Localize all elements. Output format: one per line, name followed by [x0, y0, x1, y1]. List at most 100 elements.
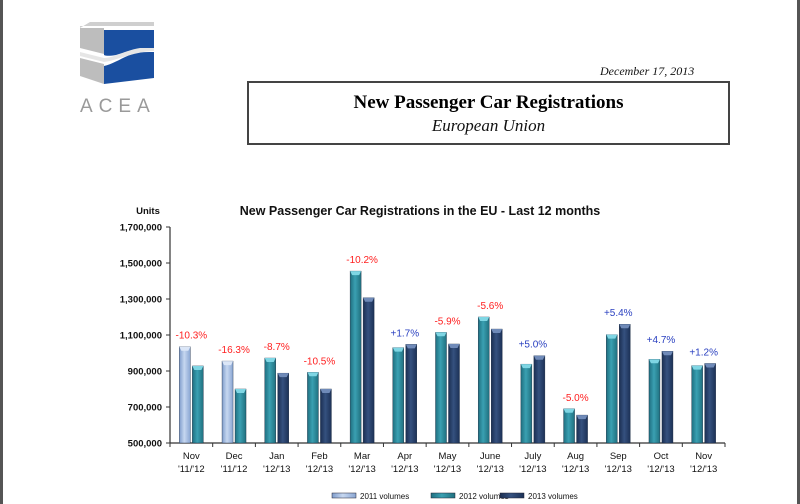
bar-2013 — [490, 328, 503, 444]
bar-cap-2012 — [648, 359, 660, 364]
legend-swatch-2011 — [331, 492, 357, 499]
bar-2012 — [234, 388, 247, 444]
bar-cap-2013 — [448, 344, 460, 348]
bar-2012 — [264, 357, 276, 444]
bar-cap-2012 — [350, 271, 362, 276]
report-date: December 17, 2013 — [600, 64, 695, 78]
change-annotation: +5.0% — [519, 340, 548, 351]
bar-cap-2012 — [606, 334, 618, 339]
x-tick-label-month: Feb — [311, 451, 327, 462]
y-tick-label: 700,000 — [128, 403, 162, 414]
legend-label-2013: 2013 volumes — [528, 492, 578, 501]
y-tick-label: 900,000 — [128, 367, 162, 378]
change-annotation: +4.7% — [647, 335, 676, 346]
bar-2013 — [704, 363, 716, 444]
legend-swatch-2012 — [430, 492, 456, 499]
bar-cap-2013 — [619, 324, 631, 329]
bar-cap-2013 — [405, 344, 417, 349]
x-tick-label-month: Nov — [695, 451, 712, 462]
logo-text: ACEA — [80, 96, 156, 117]
bar-cap-2011 — [222, 361, 234, 366]
bar-2012 — [477, 316, 490, 444]
change-annotation: +1.7% — [390, 328, 419, 339]
x-tick-label-month: Jan — [269, 451, 284, 462]
x-tick-label-years: '12/'13 — [476, 464, 503, 475]
bar-2013 — [448, 343, 460, 444]
bar-cap-2013 — [661, 351, 673, 356]
bar-cap-2012 — [192, 365, 204, 370]
bar-cap-2012 — [264, 358, 276, 363]
bar-2013 — [661, 350, 674, 444]
window-border-left — [0, 0, 3, 504]
x-tick-label-month: May — [439, 451, 457, 462]
x-tick-label-month: Apr — [397, 451, 412, 462]
bar-cap-2012 — [520, 364, 532, 369]
bar-2012 — [392, 347, 405, 444]
x-tick-label-years: '12/'13 — [562, 464, 589, 475]
bar-2013 — [576, 414, 588, 444]
bar-cap-2013 — [491, 329, 503, 334]
x-tick-label-month: July — [524, 451, 541, 462]
x-tick-label-years: '12/'13 — [605, 464, 632, 475]
bar-cap-2013 — [277, 373, 289, 378]
bar-2013 — [619, 323, 631, 444]
bar-cap-2012 — [435, 332, 447, 337]
x-tick-label-month: June — [480, 451, 501, 462]
change-annotation: -10.5% — [304, 356, 336, 367]
bar-2012 — [606, 334, 618, 444]
x-tick-label-years: '12/'13 — [263, 464, 290, 475]
bar-cap-2013 — [533, 355, 545, 360]
bar-2012 — [563, 408, 575, 444]
bar-chart: New Passenger Car Registrations in the E… — [120, 204, 726, 501]
x-tick-label-month: Nov — [183, 451, 200, 462]
change-annotation: -10.2% — [346, 255, 378, 266]
bar-2012 — [192, 365, 204, 444]
bar-2013 — [277, 372, 289, 444]
bar-cap-2012 — [235, 389, 247, 393]
bar-cap-2013 — [576, 415, 588, 420]
y-tick-label: 500,000 — [128, 439, 162, 450]
bar-2012 — [691, 365, 703, 444]
bar-2012 — [520, 363, 533, 444]
x-tick-label-years: '12/'13 — [519, 464, 546, 475]
x-tick-label-years: '11/'12 — [178, 464, 205, 475]
x-tick-label-years: '12/'13 — [306, 464, 333, 475]
x-tick-label-years: '12/'13 — [391, 464, 418, 475]
change-annotation: -16.3% — [218, 345, 250, 356]
bar-2012 — [435, 332, 447, 444]
y-tick-label: 1,500,000 — [120, 259, 162, 270]
x-tick-label-years: '12/'13 — [434, 464, 461, 475]
change-annotation: +5.4% — [604, 308, 633, 319]
bar-2013 — [320, 388, 332, 444]
bar-cap-2011 — [179, 346, 191, 351]
bar-cap-2012 — [478, 317, 490, 321]
bar-cap-2012 — [563, 408, 575, 413]
bar-2013 — [533, 355, 546, 444]
x-tick-label-years: '11/'12 — [221, 464, 248, 475]
x-tick-label-month: Oct — [654, 451, 669, 462]
legend-label-2012: 2012 volumes — [459, 492, 509, 501]
change-annotation: -5.9% — [434, 316, 460, 327]
y-tick-label: 1,700,000 — [120, 223, 162, 234]
change-annotation: -8.7% — [264, 342, 290, 353]
window-border-right — [797, 0, 800, 504]
change-annotation: -10.3% — [176, 331, 208, 342]
bar-2011 — [221, 360, 234, 444]
x-tick-label-years: '12/'13 — [348, 464, 375, 475]
bar-cap-2012 — [307, 372, 319, 377]
bar-2012 — [349, 270, 362, 444]
x-tick-label-years: '12/'13 — [690, 464, 717, 475]
x-tick-label-month: Mar — [354, 451, 370, 462]
bar-cap-2012 — [392, 347, 404, 352]
change-annotation: -5.0% — [563, 393, 589, 404]
bar-2013 — [362, 297, 375, 444]
page-subtitle: European Union — [431, 116, 546, 135]
x-tick-label-month: Aug — [567, 451, 584, 462]
x-tick-label-month: Sep — [610, 451, 627, 462]
x-tick-label-years: '12/'13 — [647, 464, 674, 475]
bar-2011 — [179, 346, 191, 444]
legend-label-2011: 2011 volumes — [360, 492, 409, 501]
bar-cap-2012 — [691, 365, 703, 370]
title-box: New Passenger Car Registrations European… — [247, 81, 730, 145]
y-tick-label: 1,300,000 — [120, 295, 162, 306]
